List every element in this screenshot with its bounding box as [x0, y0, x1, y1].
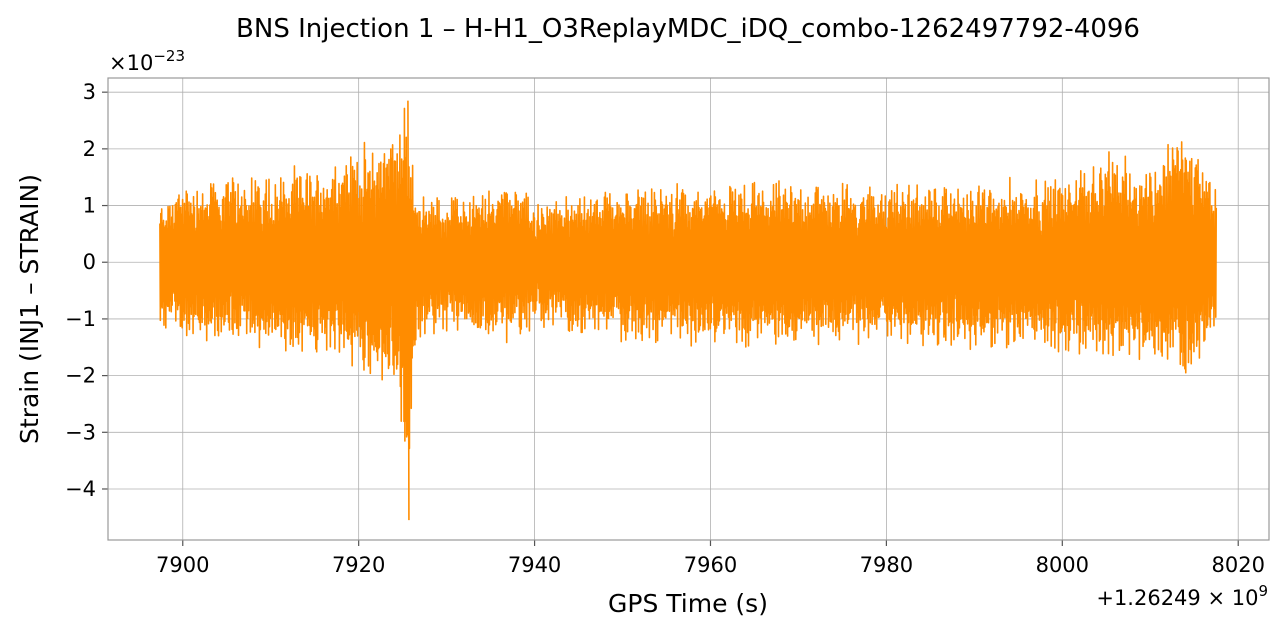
y-tick-label: −3 [65, 420, 96, 444]
strain-series-line [159, 100, 1218, 521]
y-tick-label: 0 [83, 250, 96, 274]
x-tick-label: 7980 [860, 553, 913, 577]
series-layer [159, 100, 1218, 521]
x-offset-times: × 10 [1201, 586, 1259, 610]
y-tick-label: −1 [65, 307, 96, 331]
y-axis-label: Strain (INJ1 – STRAIN) [15, 174, 44, 444]
x-tick-label: 7940 [508, 553, 561, 577]
x-tick-label: 7900 [156, 553, 209, 577]
x-tick-label: 8020 [1211, 553, 1264, 577]
x-axis-ticks: 7900 7920 7940 7960 7980 8000 8020 [156, 540, 1265, 577]
y-tick-label: 2 [83, 137, 96, 161]
x-tick-label: 7920 [332, 553, 385, 577]
x-offset-base: +1.26249 [1096, 586, 1200, 610]
x-axis-offset: +1.26249 × 109 [1096, 582, 1268, 610]
x-tick-label: 8000 [1036, 553, 1089, 577]
plot-frame [107, 77, 1270, 541]
x-offset-exponent: 9 [1258, 582, 1268, 600]
y-multiplier-exponent: −23 [153, 47, 185, 65]
y-tick-label: 3 [83, 80, 96, 104]
y-tick-label: 1 [83, 194, 96, 218]
chart-title: BNS Injection 1 – H-H1_O3ReplayMDC_iDQ_c… [236, 14, 1140, 44]
y-tick-label: −2 [65, 364, 96, 388]
x-axis-label: GPS Time (s) [608, 589, 768, 618]
y-multiplier-base: ×10 [109, 51, 153, 75]
y-tick-label: −4 [65, 477, 96, 501]
y-axis-ticks: −4 −3 −2 −1 0 1 2 3 [65, 80, 108, 501]
y-axis-multiplier: ×10−23 [109, 47, 185, 75]
x-tick-label: 7960 [684, 553, 737, 577]
